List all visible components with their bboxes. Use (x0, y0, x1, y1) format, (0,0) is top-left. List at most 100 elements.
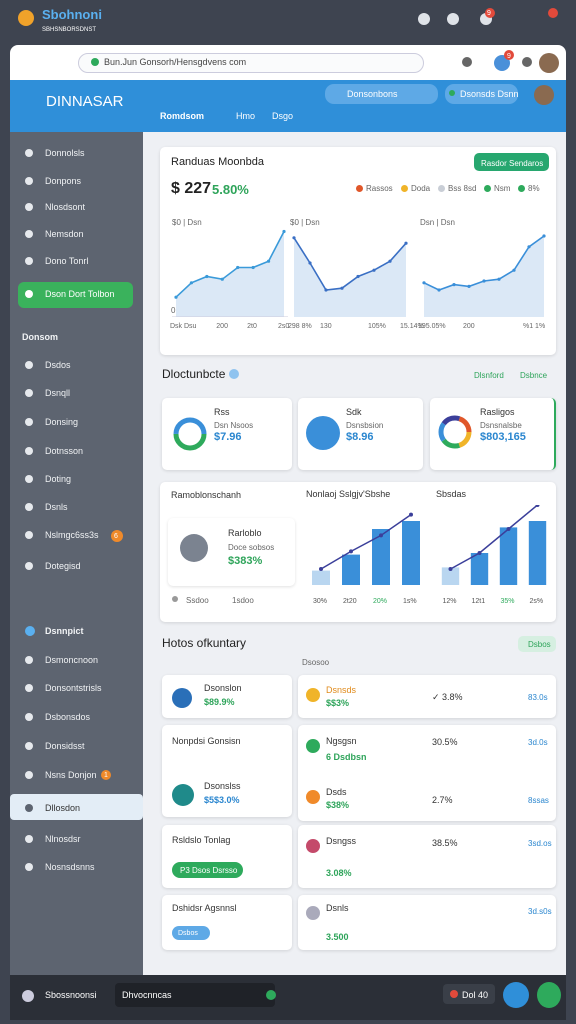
ring-segment (438, 415, 472, 449)
card-label: Dsnsnalsbe (480, 421, 522, 430)
icon (306, 790, 320, 804)
icon (306, 688, 320, 702)
info-icon (229, 369, 239, 379)
tab: Romdsom (160, 111, 205, 121)
history-button[interactable] (518, 636, 556, 652)
legend-label: Doda (411, 184, 431, 193)
chart-point (220, 277, 224, 281)
chart-point (292, 236, 296, 240)
trend-point (319, 567, 323, 571)
bottom-field[interactable] (115, 983, 275, 1007)
tag: Dlsnford (474, 371, 504, 380)
menu-item: Dono Tonrl (45, 256, 89, 266)
item-name: Dsnsds (326, 685, 357, 695)
trend-point (448, 567, 453, 571)
legend-label: Bss 8sd (448, 184, 477, 193)
chart-title: $0 | Dsn (290, 218, 320, 227)
x-tick-label: 298 8% (288, 323, 312, 330)
overview-button[interactable] (474, 153, 549, 171)
menu-section: Donsom (22, 332, 58, 342)
footer-label: 1sdoo (232, 596, 254, 605)
line-chart (422, 234, 546, 317)
badge (101, 770, 111, 780)
menu-item: Donsing (45, 417, 79, 427)
section-title: Hotos ofkuntary (162, 636, 247, 650)
toolbar-icon (522, 57, 532, 67)
section-title: Dloctunbcte (162, 367, 226, 381)
bottom-icon[interactable] (503, 982, 529, 1008)
chart-point (174, 295, 178, 299)
chart-point (266, 259, 271, 263)
legend-label: Rassos (366, 184, 393, 193)
legend-label: Nsm (494, 184, 511, 193)
toolbar-icon (462, 57, 472, 67)
menu-item: Dsmoncnoon (45, 655, 99, 665)
x-tick-label: 105% (368, 323, 386, 330)
bottom-icon[interactable] (537, 982, 561, 1008)
ring-segment (438, 415, 472, 449)
menu-icon (25, 418, 33, 426)
menu-icon (25, 656, 33, 664)
menu-item: Donsontstrisls (45, 683, 102, 693)
badge (504, 50, 514, 60)
kpi-change: 5.80% (212, 182, 249, 197)
menu-item: Dotegisd (45, 561, 81, 571)
chart-area (294, 237, 406, 317)
icon (306, 416, 340, 450)
chart-point (422, 281, 426, 285)
chart-point (388, 259, 392, 263)
search[interactable] (325, 84, 438, 104)
x-tick-label: 2s% (529, 598, 544, 605)
trend-point (379, 533, 383, 538)
menu-item: Dsbonsdos (45, 712, 91, 722)
url-icon (91, 58, 99, 66)
chart-point (497, 277, 501, 281)
chart-point (467, 284, 471, 288)
bar (312, 570, 330, 585)
footer-chip: Dol 40 (462, 990, 489, 1000)
item-amount: 8ssas (528, 796, 549, 805)
bar (528, 521, 547, 585)
item-name: Dsnls (326, 903, 349, 913)
menu-item: Nosnsdsnns (45, 862, 95, 872)
url-bar[interactable] (78, 53, 424, 73)
chart-point (189, 281, 194, 285)
item-amount: 3d.0s (528, 738, 548, 747)
legend-swatch (356, 185, 363, 192)
menu-icon (25, 177, 33, 185)
list-card (298, 725, 556, 821)
x-tick-label: 12% (442, 598, 457, 605)
sidebar-action[interactable] (18, 282, 133, 308)
status-dot (449, 90, 455, 96)
bottom-chip[interactable] (443, 984, 495, 1004)
menu-item: Nemsdon (45, 229, 84, 239)
badge-count: 6 (114, 533, 118, 540)
x-tick-label: 200 (463, 323, 475, 330)
kpi: $ 227 (171, 180, 212, 197)
icon (306, 739, 320, 753)
chart-title: Nonlaoj Sslgjv'Sbshe (306, 489, 391, 499)
item-name: Dsngss (326, 836, 357, 846)
line-chart (292, 236, 408, 317)
menu-icon (25, 713, 33, 721)
menu-item: Dllosdon (45, 803, 81, 813)
item-name: Dsonslon (204, 683, 242, 693)
trend-point (349, 549, 353, 554)
line-chart (172, 229, 288, 317)
button-text: P3 Dsos Dsrsso (180, 866, 238, 875)
list-button[interactable] (172, 862, 243, 878)
trend-line (320, 513, 412, 570)
tab: Dsgo (272, 111, 294, 121)
os-icon (418, 13, 430, 25)
bar (441, 567, 460, 585)
chart-point (512, 268, 516, 272)
menu-icon (25, 531, 33, 539)
item-name: Dshidsr Agsnnsl (172, 903, 237, 913)
list-button[interactable] (172, 926, 210, 940)
menu-icon (25, 835, 33, 843)
badge (111, 530, 123, 542)
tab: Hmo (236, 111, 256, 121)
card-title: Ramoblonschanh (171, 490, 242, 500)
sidebar (10, 132, 143, 975)
card-title: Randuas Moonbda (171, 156, 264, 168)
